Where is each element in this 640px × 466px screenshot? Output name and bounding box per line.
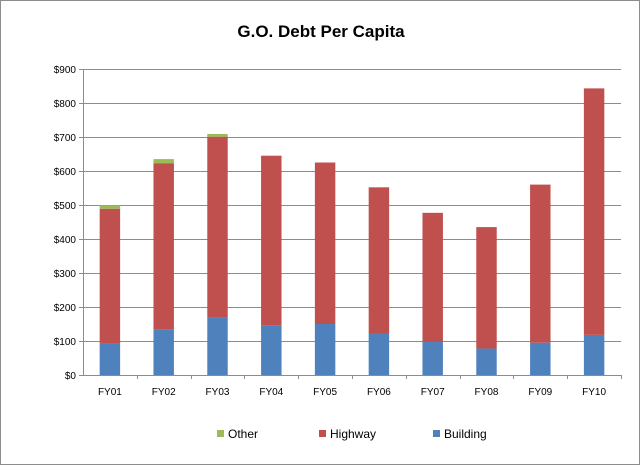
- bar-highway-fy06: [368, 187, 390, 334]
- bar-highway-fy09: [530, 184, 551, 343]
- x-tick-label: FY10: [582, 387, 606, 398]
- legend-label-highway: Highway: [330, 427, 376, 441]
- y-axis-ticks: $0 $100 $200 $300 $400 $500 $600 $700 $800 $900: [54, 65, 83, 382]
- x-tick-label: FY05: [313, 387, 337, 398]
- x-tick-label: FY08: [475, 387, 499, 398]
- bar-building-fy03: [207, 317, 228, 375]
- bar-building-fy06: [368, 333, 390, 375]
- bar-building-fy05: [314, 324, 336, 375]
- x-axis-ticks: FY01 FY02 FY03 FY04 FY05 FY06 FY07 FY08 FY09 FY10: [98, 375, 622, 398]
- bar-other-fy03: [207, 133, 228, 137]
- y-tick-label: $600: [54, 167, 77, 178]
- y-tick-label: $800: [54, 99, 77, 110]
- x-tick-label: FY02: [152, 387, 176, 398]
- chart-title: G.O. Debt Per Capita: [237, 22, 405, 41]
- x-tick-label: FY01: [98, 387, 122, 398]
- bar-highway-fy08: [476, 227, 497, 349]
- legend-label-building: Building: [444, 427, 487, 441]
- y-tick-label: $500: [54, 201, 77, 212]
- legend: Other Highway Building: [217, 427, 487, 441]
- x-tick-label: FY03: [206, 387, 230, 398]
- x-tick-label: FY09: [528, 387, 552, 398]
- bar-building-fy10: [583, 334, 605, 375]
- bar-other-fy01: [99, 205, 121, 209]
- x-tick-label: FY04: [259, 387, 283, 398]
- bar-highway-fy05: [314, 162, 336, 324]
- bar-highway-fy07: [422, 212, 443, 343]
- legend-label-other: Other: [228, 427, 258, 441]
- bar-series: [99, 88, 605, 375]
- bar-building-fy01: [99, 343, 121, 375]
- bar-highway-fy02: [153, 163, 174, 330]
- bar-building-fy02: [153, 329, 174, 375]
- y-tick-label: $300: [54, 269, 77, 280]
- bar-building-fy08: [476, 348, 497, 375]
- bar-other-fy02: [153, 159, 174, 164]
- legend-swatch-building: [433, 430, 440, 437]
- bar-highway-fy10: [583, 88, 605, 335]
- y-tick-label: $200: [54, 303, 77, 314]
- bar-highway-fy04: [261, 155, 282, 326]
- legend-swatch-highway: [319, 430, 326, 437]
- bar-highway-fy03: [207, 136, 228, 318]
- legend-swatch-other: [217, 430, 224, 437]
- y-tick-label: $100: [54, 337, 77, 348]
- x-tick-label: FY07: [421, 387, 445, 398]
- bar-building-fy04: [261, 325, 282, 375]
- y-tick-label: $400: [54, 235, 77, 246]
- bar-building-fy09: [530, 342, 551, 375]
- y-tick-label: $700: [54, 133, 77, 144]
- y-tick-label: $900: [54, 65, 77, 76]
- y-tick-label: $0: [65, 371, 77, 382]
- x-tick-label: FY06: [367, 387, 391, 398]
- bar-building-fy07: [422, 342, 443, 375]
- bar-highway-fy01: [99, 208, 121, 344]
